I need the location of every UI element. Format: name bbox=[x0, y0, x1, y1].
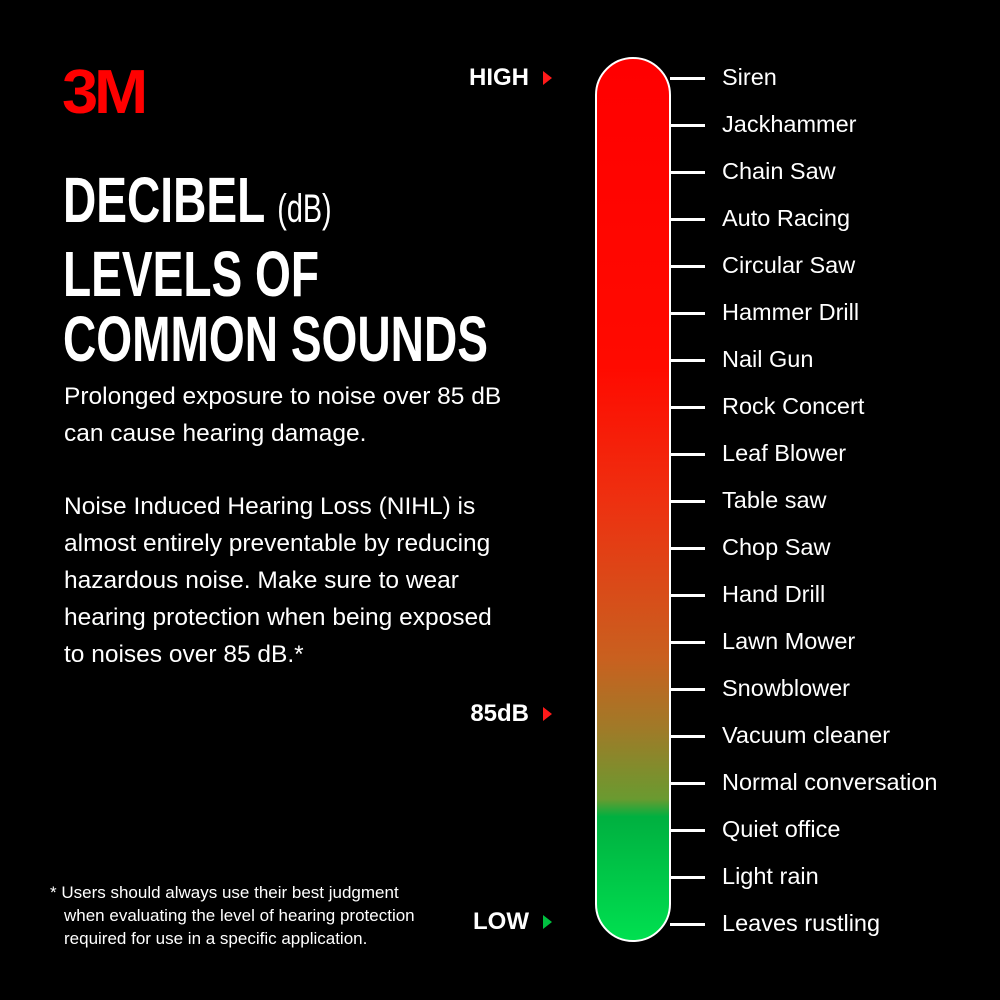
sound-label: Rock Concert bbox=[722, 393, 865, 419]
sound-label: Lawn Mower bbox=[722, 628, 856, 654]
sound-label: Siren bbox=[722, 64, 777, 90]
decibel-gradient-bar bbox=[595, 57, 671, 942]
title-line-3: COMMON SOUNDS bbox=[63, 303, 488, 375]
scale-tick bbox=[670, 829, 705, 832]
footnote-line: when evaluating the level of hearing pro… bbox=[64, 906, 415, 925]
sound-label: Auto Racing bbox=[722, 205, 851, 231]
intro-paragraph: Prolonged exposure to noise over 85 dB c… bbox=[64, 383, 502, 447]
sound-label: Normal conversation bbox=[722, 769, 938, 795]
scale-tick bbox=[670, 500, 705, 503]
title-line-1: DECIBEL bbox=[63, 164, 265, 236]
sound-label: Hammer Drill bbox=[722, 299, 860, 325]
sound-label: Jackhammer bbox=[722, 111, 857, 137]
sound-label: Nail Gun bbox=[722, 346, 814, 372]
sound-label: Leaf Blower bbox=[722, 440, 847, 466]
sound-label: Table saw bbox=[722, 487, 827, 513]
scale-tick bbox=[670, 218, 705, 221]
sound-label: Vacuum cleaner bbox=[722, 722, 891, 748]
scale-tick bbox=[670, 641, 705, 644]
scale-tick bbox=[670, 453, 705, 456]
threshold-marker: 85dB bbox=[470, 700, 552, 728]
low-label: LOW bbox=[473, 908, 529, 935]
sound-label: Chop Saw bbox=[722, 534, 831, 560]
scale-tick bbox=[670, 124, 705, 127]
threshold-label: 85dB bbox=[470, 700, 529, 727]
triangle-right-icon bbox=[543, 71, 552, 85]
sound-label: Circular Saw bbox=[722, 252, 856, 278]
nihl-paragraph: Noise Induced Hearing Loss (NIHL) is alm… bbox=[64, 493, 492, 668]
sound-label: Chain Saw bbox=[722, 158, 836, 184]
scale-tick bbox=[670, 782, 705, 785]
scale-tick bbox=[670, 735, 705, 738]
scale-tick bbox=[670, 312, 705, 315]
page-title: DECIBEL (dB) LEVELS OF COMMON SOUNDS bbox=[63, 168, 488, 372]
scale-tick bbox=[670, 876, 705, 879]
sound-label: Hand Drill bbox=[722, 581, 826, 607]
scale-tick bbox=[670, 594, 705, 597]
sound-label: Leaves rustling bbox=[722, 910, 881, 936]
scale-tick bbox=[670, 359, 705, 362]
scale-tick bbox=[670, 688, 705, 691]
footnote-line: required for use in a specific applicati… bbox=[64, 929, 368, 948]
scale-tick bbox=[670, 923, 705, 926]
scale-tick bbox=[670, 406, 705, 409]
scale-tick bbox=[670, 265, 705, 268]
scale-tick bbox=[670, 171, 705, 174]
high-marker: HIGH bbox=[469, 64, 552, 92]
footnote: * Users should always use their best jud… bbox=[50, 881, 470, 950]
title-line-2: LEVELS OF bbox=[63, 238, 320, 310]
scale-tick bbox=[670, 547, 705, 550]
high-label: HIGH bbox=[469, 64, 529, 91]
sound-label: Snowblower bbox=[722, 675, 851, 701]
scale-tick bbox=[670, 77, 705, 80]
3m-logo: 3M bbox=[62, 58, 148, 127]
triangle-right-icon bbox=[543, 915, 552, 929]
triangle-right-icon bbox=[543, 707, 552, 721]
footnote-line: * Users should always use their best jud… bbox=[50, 883, 399, 902]
sound-label: Light rain bbox=[722, 863, 819, 889]
low-marker: LOW bbox=[473, 908, 552, 936]
sound-label: Quiet office bbox=[722, 816, 841, 842]
title-unit: (dB) bbox=[277, 187, 332, 231]
